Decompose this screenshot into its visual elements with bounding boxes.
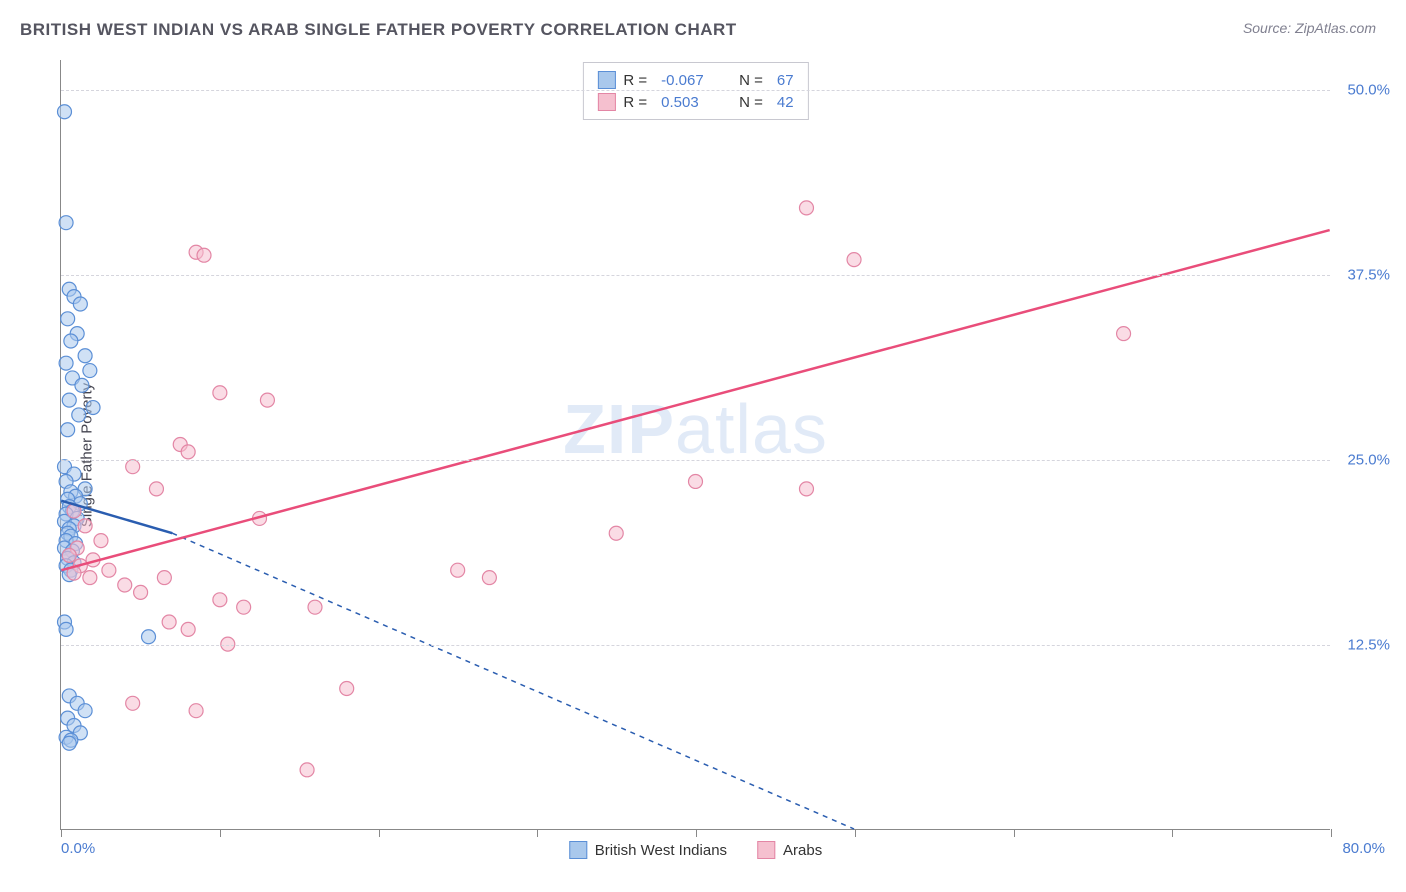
x-tick xyxy=(855,829,856,837)
chart-area: Single Father Poverty ZIPatlas R =-0.067… xyxy=(50,60,1380,850)
x-max-label: 80.0% xyxy=(1342,840,1385,857)
chart-title: BRITISH WEST INDIAN VS ARAB SINGLE FATHE… xyxy=(20,20,737,40)
data-point xyxy=(62,393,76,407)
data-point xyxy=(482,571,496,585)
data-point xyxy=(59,216,73,230)
data-point xyxy=(308,600,322,614)
data-point xyxy=(451,563,465,577)
data-point xyxy=(213,386,227,400)
data-point xyxy=(799,201,813,215)
data-point xyxy=(75,378,89,392)
legend-r-label: R = xyxy=(623,94,647,111)
x-tick xyxy=(220,829,221,837)
data-point xyxy=(94,534,108,548)
x-tick xyxy=(696,829,697,837)
data-point xyxy=(213,593,227,607)
legend-n-label: N = xyxy=(739,94,763,111)
x-tick xyxy=(1331,829,1332,837)
data-point xyxy=(78,349,92,363)
x-min-label: 0.0% xyxy=(61,840,95,857)
data-point xyxy=(197,248,211,262)
series-legend-item: Arabs xyxy=(757,841,822,859)
legend-swatch xyxy=(597,71,615,89)
legend-swatch xyxy=(569,841,587,859)
data-point xyxy=(62,736,76,750)
data-point xyxy=(73,297,87,311)
legend-swatch xyxy=(597,93,615,111)
data-point xyxy=(64,334,78,348)
correlation-legend: R = -0.067 N = 67 R = 0.503 N = 42 xyxy=(582,62,808,120)
x-tick xyxy=(379,829,380,837)
trend-line xyxy=(61,230,1329,570)
x-tick xyxy=(1014,829,1015,837)
gridline xyxy=(61,275,1330,276)
source-label: Source: ZipAtlas.com xyxy=(1243,20,1376,36)
y-tick-label: 12.5% xyxy=(1347,636,1390,653)
data-point xyxy=(189,704,203,718)
data-point xyxy=(1117,327,1131,341)
series-legend-item: British West Indians xyxy=(569,841,727,859)
data-point xyxy=(847,253,861,267)
data-point xyxy=(799,482,813,496)
x-tick xyxy=(61,829,62,837)
data-point xyxy=(102,563,116,577)
legend-r-value: 0.503 xyxy=(661,94,719,111)
legend-row: R = 0.503 N = 42 xyxy=(597,91,793,113)
data-point xyxy=(134,585,148,599)
data-point xyxy=(126,460,140,474)
x-tick xyxy=(537,829,538,837)
series-name: Arabs xyxy=(783,842,822,859)
data-point xyxy=(86,401,100,415)
data-point xyxy=(59,622,73,636)
plot-region: ZIPatlas R =-0.067N =67R =0.503N =42 0.0… xyxy=(60,60,1330,830)
data-point xyxy=(142,630,156,644)
data-point xyxy=(126,696,140,710)
legend-row: R = -0.067 N = 67 xyxy=(597,69,793,91)
data-point xyxy=(59,356,73,370)
series-name: British West Indians xyxy=(595,842,727,859)
data-point xyxy=(78,519,92,533)
scatter-svg xyxy=(61,60,1330,829)
data-point xyxy=(181,622,195,636)
data-point xyxy=(181,445,195,459)
legend-n-label: N = xyxy=(739,72,763,89)
data-point xyxy=(609,526,623,540)
data-point xyxy=(83,364,97,378)
data-point xyxy=(149,482,163,496)
data-point xyxy=(300,763,314,777)
legend-swatch xyxy=(757,841,775,859)
gridline xyxy=(61,90,1330,91)
legend-n-value: 42 xyxy=(777,94,794,111)
legend-r-label: R = xyxy=(623,72,647,89)
gridline xyxy=(61,460,1330,461)
y-tick-label: 37.5% xyxy=(1347,266,1390,283)
gridline xyxy=(61,645,1330,646)
data-point xyxy=(689,474,703,488)
legend-n-value: 67 xyxy=(777,72,794,89)
y-tick-label: 50.0% xyxy=(1347,81,1390,98)
data-point xyxy=(62,548,76,562)
data-point xyxy=(157,571,171,585)
data-point xyxy=(162,615,176,629)
data-point xyxy=(118,578,132,592)
data-point xyxy=(260,393,274,407)
data-point xyxy=(340,682,354,696)
legend-r-value: -0.067 xyxy=(661,72,719,89)
data-point xyxy=(61,423,75,437)
data-point xyxy=(237,600,251,614)
x-tick xyxy=(1172,829,1173,837)
data-point xyxy=(78,704,92,718)
series-legend: British West Indians Arabs xyxy=(569,841,822,859)
data-point xyxy=(58,105,72,119)
data-point xyxy=(72,408,86,422)
y-tick-label: 25.0% xyxy=(1347,451,1390,468)
trend-line-extrapolated xyxy=(172,533,854,829)
data-point xyxy=(61,312,75,326)
data-point xyxy=(83,571,97,585)
